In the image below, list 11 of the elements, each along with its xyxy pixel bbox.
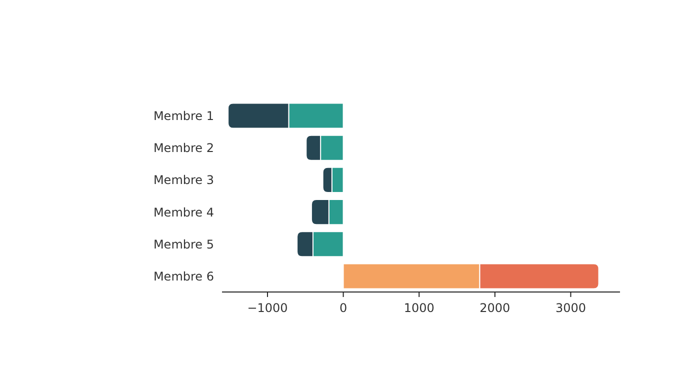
x-tick-label: 3000 — [555, 301, 586, 315]
x-tick-label: −1000 — [247, 301, 288, 315]
x-tick-label: 1000 — [404, 301, 434, 315]
y-tick-label: Membre 4 — [153, 205, 214, 220]
y-tick-label: Membre 6 — [153, 269, 214, 284]
y-tick-label: Membre 5 — [153, 237, 214, 252]
y-tick-label: Membre 2 — [153, 141, 214, 156]
x-tick-label: 2000 — [480, 301, 510, 315]
y-tick-label: Membre 1 — [153, 108, 214, 123]
y-tick-label: Membre 3 — [153, 173, 214, 188]
x-tick-label: 0 — [339, 301, 348, 315]
